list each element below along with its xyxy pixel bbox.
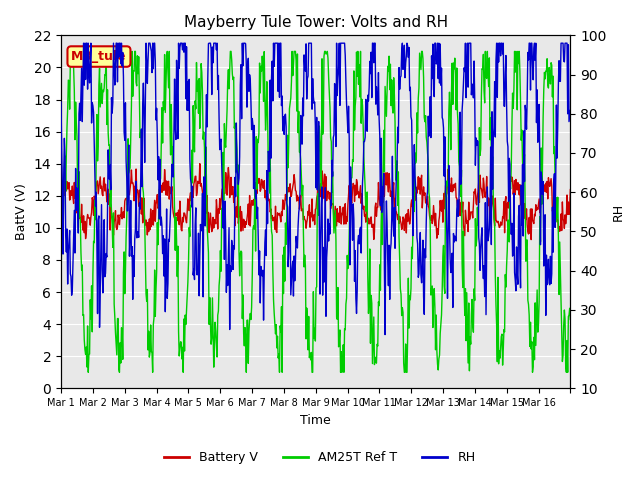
X-axis label: Time: Time: [300, 414, 331, 427]
Text: MB_tule: MB_tule: [71, 50, 127, 63]
Y-axis label: BattV (V): BattV (V): [15, 183, 28, 240]
Title: Mayberry Tule Tower: Volts and RH: Mayberry Tule Tower: Volts and RH: [184, 15, 448, 30]
Legend: Battery V, AM25T Ref T, RH: Battery V, AM25T Ref T, RH: [159, 446, 481, 469]
Y-axis label: RH: RH: [612, 203, 625, 221]
